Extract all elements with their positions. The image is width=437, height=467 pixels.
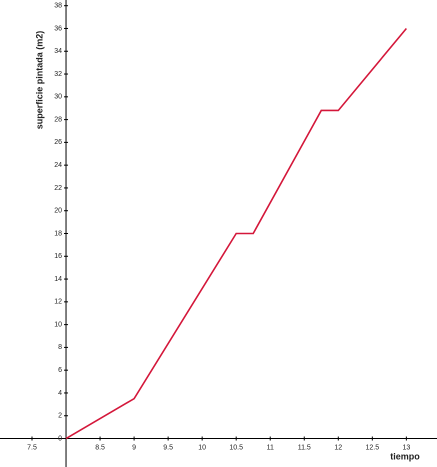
y-tick-label: 30 bbox=[54, 94, 62, 101]
y-tick-label: 36 bbox=[54, 25, 62, 32]
x-tick-label: 13 bbox=[402, 444, 410, 451]
y-tick-label: 28 bbox=[54, 116, 62, 123]
y-tick-label: 26 bbox=[54, 139, 62, 146]
y-tick-label: 0 bbox=[58, 435, 62, 442]
x-tick-label: 12.5 bbox=[366, 444, 380, 451]
y-tick-label: 12 bbox=[54, 299, 62, 306]
y-axis-label: superficie pintada (m2) bbox=[34, 31, 44, 130]
data-line bbox=[65, 27, 407, 440]
x-tick-label: 11 bbox=[267, 444, 274, 451]
y-tick-label: 20 bbox=[54, 208, 62, 215]
y-tick-label: 18 bbox=[54, 230, 62, 237]
y-tick-label: 24 bbox=[54, 162, 62, 169]
x-tick-label: 9.5 bbox=[163, 444, 173, 451]
y-tick-label: 14 bbox=[54, 276, 62, 283]
y-tick-label: 38 bbox=[54, 3, 62, 10]
x-axis-label: tiempo bbox=[390, 451, 420, 461]
y-tick-label: 10 bbox=[54, 321, 62, 328]
x-tick-label: 10 bbox=[198, 444, 206, 451]
y-tick-label: 34 bbox=[54, 48, 62, 55]
y-tick-label: 6 bbox=[58, 367, 62, 374]
x-tick-label: 8.5 bbox=[95, 444, 105, 451]
y-tick-label: 2 bbox=[58, 413, 62, 420]
x-tick-label: 11.5 bbox=[298, 444, 311, 451]
x-tick-label: 10.5 bbox=[229, 444, 243, 451]
y-tick-label: 4 bbox=[58, 390, 62, 397]
x-tick-label: 9 bbox=[132, 444, 136, 451]
x-tick-label: 7.5 bbox=[27, 444, 37, 451]
y-tick-label: 8 bbox=[58, 344, 62, 351]
x-tick-label: 12 bbox=[334, 444, 342, 451]
y-tick-label: 16 bbox=[54, 253, 62, 260]
y-tick-label: 22 bbox=[54, 185, 62, 192]
y-tick-label: 32 bbox=[54, 71, 62, 78]
